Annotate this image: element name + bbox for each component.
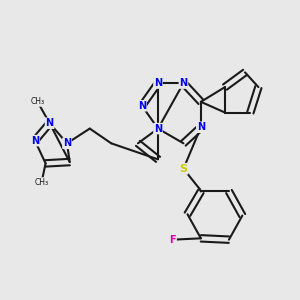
Text: N: N [197, 122, 205, 132]
Text: N: N [154, 78, 162, 88]
Text: N: N [138, 101, 146, 111]
Text: S: S [179, 164, 188, 174]
Text: CH₃: CH₃ [31, 97, 45, 106]
Text: N: N [46, 118, 54, 128]
Text: N: N [154, 124, 162, 134]
Text: CH₃: CH₃ [34, 178, 49, 187]
Text: N: N [63, 138, 71, 148]
Text: F: F [169, 235, 176, 245]
Text: N: N [31, 136, 39, 146]
Text: N: N [179, 78, 188, 88]
